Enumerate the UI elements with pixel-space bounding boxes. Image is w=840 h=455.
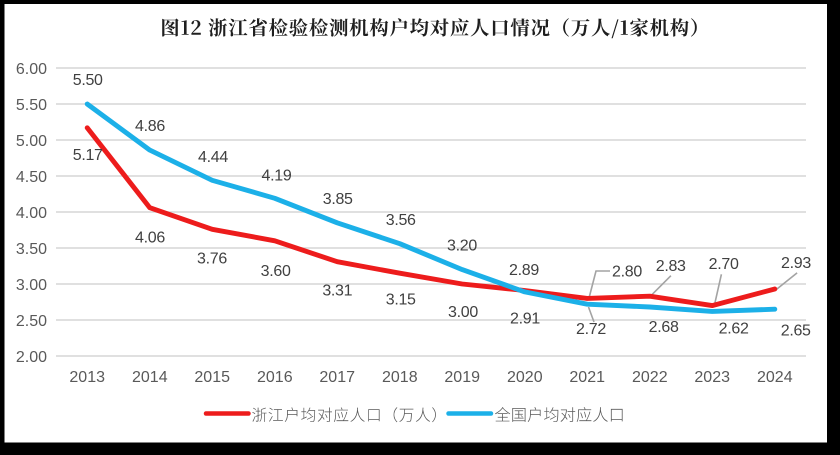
svg-text:2.65: 2.65 — [781, 323, 811, 340]
svg-text:3.31: 3.31 — [322, 282, 352, 299]
svg-text:2.72: 2.72 — [576, 321, 606, 338]
svg-text:3.15: 3.15 — [386, 292, 416, 309]
svg-text:3.00: 3.00 — [448, 304, 478, 321]
svg-text:2024: 2024 — [757, 369, 793, 386]
svg-text:2.00: 2.00 — [16, 349, 47, 366]
svg-text:5.00: 5.00 — [16, 133, 47, 150]
svg-text:3.50: 3.50 — [16, 241, 47, 258]
svg-text:2014: 2014 — [132, 369, 168, 386]
svg-text:4.44: 4.44 — [198, 149, 228, 166]
svg-text:2.93: 2.93 — [781, 255, 811, 272]
svg-text:5.50: 5.50 — [73, 72, 103, 89]
svg-text:2.89: 2.89 — [509, 262, 539, 279]
svg-text:2.68: 2.68 — [649, 319, 679, 336]
svg-text:2.50: 2.50 — [16, 313, 47, 330]
svg-text:2.80: 2.80 — [612, 264, 642, 281]
svg-text:2019: 2019 — [444, 369, 480, 386]
svg-text:3.60: 3.60 — [261, 263, 291, 280]
svg-text:3.56: 3.56 — [386, 212, 416, 229]
svg-text:2.83: 2.83 — [656, 258, 686, 275]
svg-text:2013: 2013 — [69, 369, 105, 386]
svg-text:2.62: 2.62 — [719, 321, 749, 338]
svg-text:6.00: 6.00 — [16, 61, 47, 78]
svg-text:2021: 2021 — [569, 369, 605, 386]
svg-text:2016: 2016 — [257, 369, 293, 386]
svg-text:3.85: 3.85 — [323, 191, 353, 208]
svg-text:4.50: 4.50 — [16, 169, 47, 186]
svg-text:4.06: 4.06 — [135, 229, 165, 246]
svg-text:5.50: 5.50 — [16, 97, 47, 114]
svg-text:3.76: 3.76 — [197, 251, 227, 268]
svg-text:4.19: 4.19 — [262, 167, 292, 184]
svg-text:2018: 2018 — [382, 369, 418, 386]
svg-text:2023: 2023 — [694, 369, 730, 386]
svg-text:2015: 2015 — [194, 369, 230, 386]
svg-text:5.17: 5.17 — [73, 147, 103, 164]
svg-text:2020: 2020 — [507, 369, 543, 386]
svg-text:3.00: 3.00 — [16, 277, 47, 294]
svg-text:2017: 2017 — [319, 369, 355, 386]
svg-text:4.00: 4.00 — [16, 205, 47, 222]
svg-text:3.20: 3.20 — [447, 237, 477, 254]
svg-text:4.86: 4.86 — [135, 118, 165, 135]
svg-text:2.70: 2.70 — [709, 256, 739, 273]
svg-text:2022: 2022 — [632, 369, 668, 386]
svg-text:2.91: 2.91 — [510, 311, 540, 328]
